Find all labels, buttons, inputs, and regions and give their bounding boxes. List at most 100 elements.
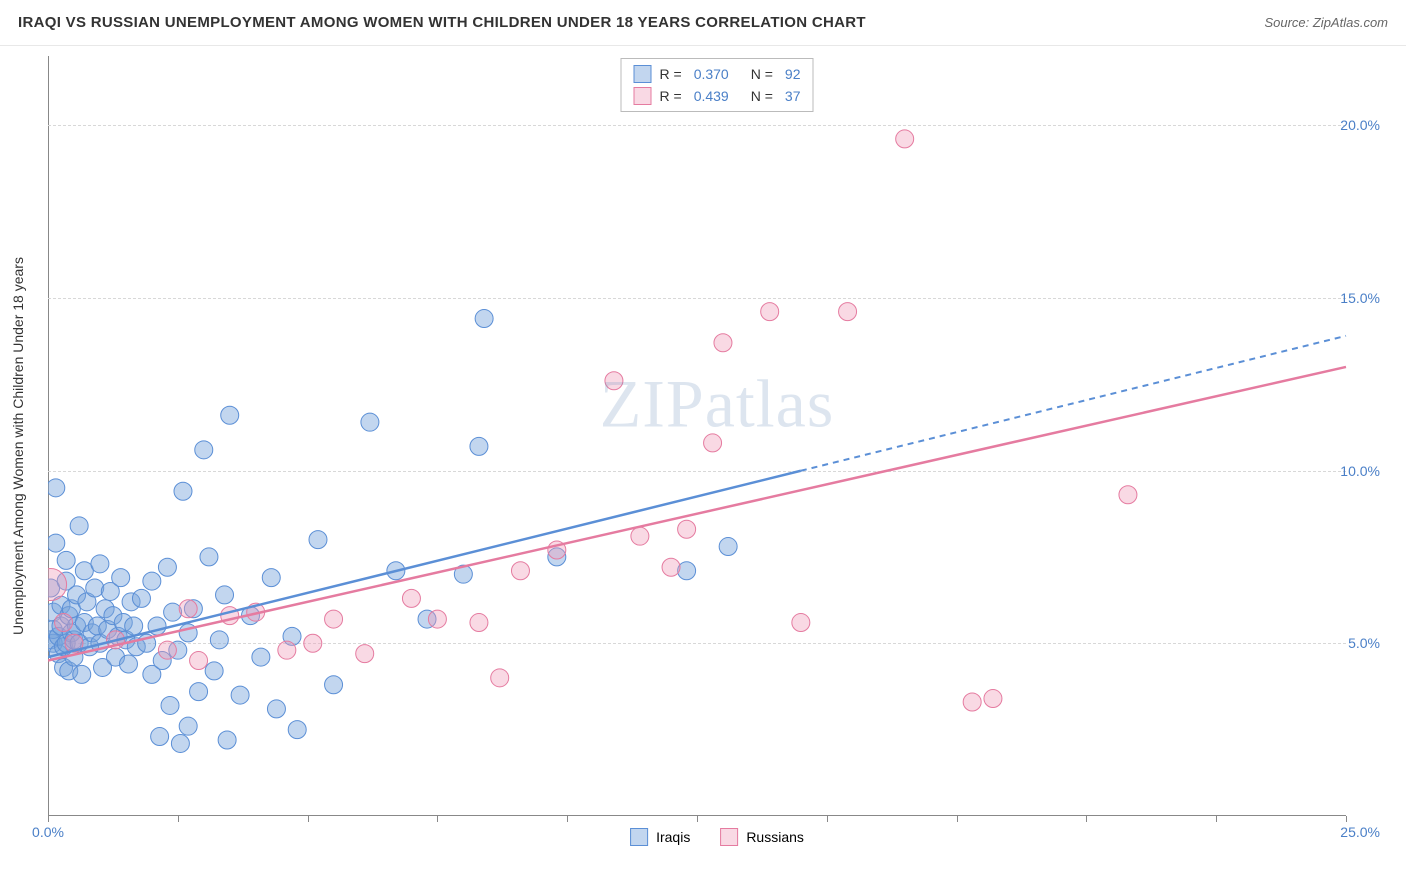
legend-n-value: 37 — [785, 88, 801, 104]
data-point — [164, 603, 182, 621]
legend-n-value: 92 — [785, 66, 801, 82]
data-point — [1119, 486, 1137, 504]
data-point — [57, 551, 75, 569]
data-point — [221, 406, 239, 424]
data-point — [231, 686, 249, 704]
x-tick — [308, 816, 309, 822]
data-point — [288, 721, 306, 739]
data-point — [70, 517, 88, 535]
chart-source: Source: ZipAtlas.com — [1264, 15, 1388, 30]
data-point — [161, 696, 179, 714]
data-point — [491, 669, 509, 687]
data-point — [984, 690, 1002, 708]
data-point — [704, 434, 722, 452]
legend-row: R = 0.439 N = 37 — [634, 85, 801, 107]
trend-line-dashed — [801, 336, 1346, 471]
data-point — [325, 610, 343, 628]
legend-swatch — [720, 828, 738, 846]
data-point — [963, 693, 981, 711]
data-point — [361, 413, 379, 431]
data-point — [48, 534, 65, 552]
data-point — [475, 310, 493, 328]
data-point — [325, 676, 343, 694]
y-tick-label: 20.0% — [1340, 117, 1380, 133]
data-point — [262, 569, 280, 587]
scatter-svg — [48, 56, 1386, 846]
plot-area: ZIPatlas R = 0.370 N = 92 R = 0.439 N = … — [48, 56, 1386, 846]
data-point — [73, 665, 91, 683]
data-point — [605, 372, 623, 390]
data-point — [125, 617, 143, 635]
data-point — [678, 562, 696, 580]
legend-item: Russians — [720, 828, 804, 846]
legend-n-label: N = — [751, 88, 773, 104]
legend-series: Iraqis Russians — [630, 828, 804, 846]
data-point — [48, 479, 65, 497]
legend-r-label: R = — [660, 66, 682, 82]
data-point — [158, 558, 176, 576]
x-tick — [1346, 816, 1347, 822]
x-tick-max: 25.0% — [1340, 824, 1380, 840]
y-tick-label: 10.0% — [1340, 463, 1380, 479]
chart-title: IRAQI VS RUSSIAN UNEMPLOYMENT AMONG WOME… — [18, 14, 866, 31]
data-point — [631, 527, 649, 545]
x-tick — [178, 816, 179, 822]
data-point — [428, 610, 446, 628]
data-point — [714, 334, 732, 352]
data-point — [792, 614, 810, 632]
x-tick — [567, 816, 568, 822]
legend-r-value: 0.439 — [694, 88, 729, 104]
data-point — [309, 531, 327, 549]
data-point — [179, 600, 197, 618]
data-point — [112, 569, 130, 587]
legend-swatch — [634, 87, 652, 105]
legend-row: R = 0.370 N = 92 — [634, 63, 801, 85]
data-point — [171, 734, 189, 752]
data-point — [205, 662, 223, 680]
data-point — [151, 728, 169, 746]
data-point — [174, 482, 192, 500]
x-tick — [1216, 816, 1217, 822]
data-point — [896, 130, 914, 148]
data-point — [200, 548, 218, 566]
y-tick-label: 5.0% — [1348, 635, 1380, 651]
legend-item: Iraqis — [630, 828, 690, 846]
data-point — [662, 558, 680, 576]
x-tick — [48, 816, 49, 822]
data-point — [761, 303, 779, 321]
x-tick — [827, 816, 828, 822]
data-point — [470, 614, 488, 632]
legend-r-label: R = — [660, 88, 682, 104]
x-tick — [1086, 816, 1087, 822]
data-point — [678, 520, 696, 538]
data-point — [55, 614, 73, 632]
legend-label: Russians — [746, 829, 804, 845]
legend-label: Iraqis — [656, 829, 690, 845]
legend-swatch — [634, 65, 652, 83]
data-point — [402, 589, 420, 607]
data-point — [252, 648, 270, 666]
data-point — [91, 555, 109, 573]
data-point — [470, 437, 488, 455]
data-point — [190, 683, 208, 701]
legend-swatch — [630, 828, 648, 846]
chart-header: IRAQI VS RUSSIAN UNEMPLOYMENT AMONG WOME… — [0, 0, 1406, 46]
data-point — [190, 652, 208, 670]
data-point — [179, 717, 197, 735]
data-point — [119, 655, 137, 673]
data-point — [304, 634, 322, 652]
data-point — [719, 538, 737, 556]
data-point — [158, 641, 176, 659]
data-point — [216, 586, 234, 604]
data-point — [218, 731, 236, 749]
legend-r-value: 0.370 — [694, 66, 729, 82]
data-point — [839, 303, 857, 321]
data-point — [278, 641, 296, 659]
data-point — [210, 631, 228, 649]
x-tick — [697, 816, 698, 822]
data-point — [511, 562, 529, 580]
x-tick — [437, 816, 438, 822]
legend-n-label: N = — [751, 66, 773, 82]
data-point — [267, 700, 285, 718]
data-point — [195, 441, 213, 459]
